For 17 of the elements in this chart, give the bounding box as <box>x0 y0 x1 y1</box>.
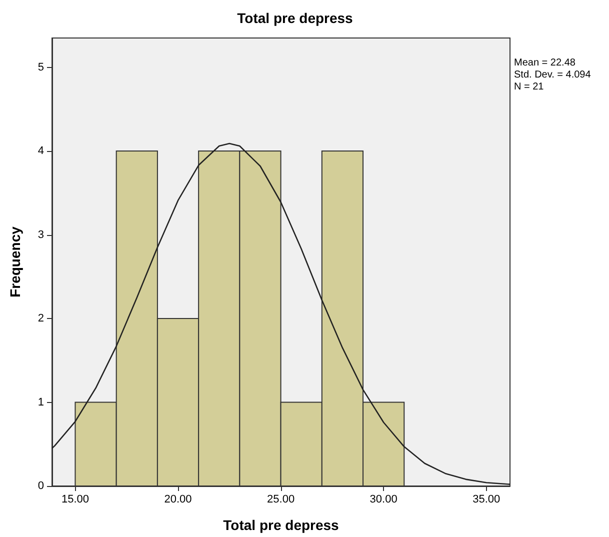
y-tick-label: 2 <box>38 312 44 325</box>
text: Std. Dev. = 4.094 <box>514 70 592 80</box>
y-tick-label: 3 <box>38 228 44 241</box>
y-tick-label: 5 <box>38 61 44 74</box>
x-axis-title: Total pre depress <box>223 517 340 533</box>
text: Mean = 22.48 <box>514 58 576 68</box>
chart-title: Total pre depress <box>237 10 354 26</box>
y-axis-title: Frequency <box>7 226 23 298</box>
y-tick-label: 4 <box>38 145 44 158</box>
y-tick-label: 0 <box>38 480 44 492</box>
y-tick-label: 1 <box>38 396 44 408</box>
text: N = 21 <box>514 82 544 92</box>
x-tick-label: 15.00 <box>61 494 89 506</box>
x-tick-label: 25.00 <box>267 494 295 506</box>
x-tick-label: 35.00 <box>472 494 500 506</box>
x-tick-label: 30.00 <box>370 494 398 506</box>
x-tick-label: 20.00 <box>164 494 192 506</box>
